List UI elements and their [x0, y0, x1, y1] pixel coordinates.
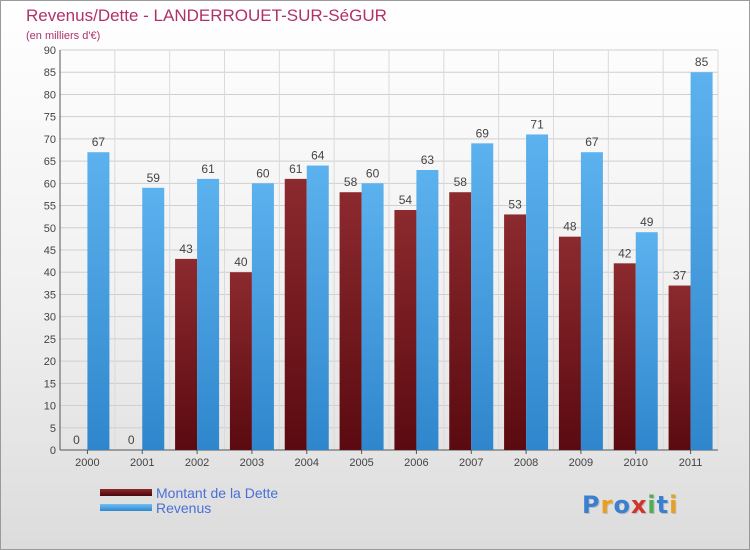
bar-revenus: [361, 183, 384, 451]
y-tick-label: 30: [44, 312, 56, 324]
data-label: 54: [399, 193, 413, 207]
data-label: 0: [73, 433, 80, 447]
bar-revenus: [197, 178, 220, 450]
data-label: 42: [618, 246, 632, 260]
bar-revenus: [471, 143, 494, 451]
y-tick-label: 25: [44, 334, 56, 346]
data-label: 37: [673, 269, 687, 283]
y-tick-label: 45: [44, 245, 56, 257]
x-tick-label: 2006: [404, 457, 428, 469]
bar-revenus: [142, 187, 165, 450]
x-tick-label: 2002: [185, 457, 209, 469]
bar-revenus: [526, 134, 549, 450]
legend-label-revenus: Revenus: [156, 500, 212, 516]
data-label: 58: [454, 175, 468, 189]
bar-dette: [613, 263, 636, 450]
y-tick-label: 5: [50, 423, 56, 435]
data-label: 63: [421, 153, 435, 167]
y-tick-label: 0: [50, 445, 56, 457]
logo-letter: r: [600, 491, 614, 519]
y-tick-label: 55: [44, 201, 56, 213]
y-tick-label: 15: [44, 378, 56, 390]
bar-revenus: [87, 152, 110, 450]
x-tick-label: 2003: [240, 457, 264, 469]
y-tick-label: 70: [44, 134, 56, 146]
data-label: 67: [92, 135, 106, 149]
data-label: 53: [508, 197, 522, 211]
y-tick-label: 50: [44, 223, 56, 235]
y-tick-label: 35: [44, 289, 56, 301]
data-label: 64: [311, 149, 325, 163]
logo-letter: o: [613, 491, 631, 519]
bar-revenus: [306, 165, 329, 451]
logo-letter: P: [582, 491, 601, 519]
bar-dette: [449, 192, 472, 450]
data-label: 49: [640, 215, 654, 229]
chart-subtitle: (en milliers d'€): [26, 30, 101, 42]
bar-revenus: [251, 183, 274, 451]
bar-revenus: [690, 72, 713, 450]
x-tick-label: 2001: [130, 457, 154, 469]
y-tick-label: 10: [44, 401, 56, 413]
x-tick-label: 2005: [349, 457, 373, 469]
y-tick-label: 65: [44, 156, 56, 168]
data-label: 60: [256, 166, 270, 180]
legend-swatch-dette: [100, 489, 152, 496]
data-label: 58: [344, 175, 358, 189]
data-label: 43: [179, 242, 193, 256]
bar-revenus: [416, 170, 439, 450]
data-label: 0: [128, 433, 135, 447]
x-tick-label: 2008: [514, 457, 538, 469]
bar-dette: [229, 272, 252, 450]
bar-dette: [558, 236, 581, 450]
y-tick-label: 20: [44, 356, 56, 368]
chart-title: Revenus/Dette - LANDERROUET-SUR-SéGUR: [26, 6, 387, 25]
bar-dette: [668, 285, 691, 450]
y-tick-label: 40: [44, 267, 56, 279]
proxiti-logo: Proxiti: [582, 491, 678, 519]
logo-letter: t: [656, 491, 670, 519]
legend-label-dette: Montant de la Dette: [156, 485, 279, 501]
legend-swatch-revenus: [100, 504, 152, 511]
data-label: 48: [563, 220, 577, 234]
data-label: 40: [234, 255, 248, 269]
data-label: 61: [289, 162, 303, 176]
data-label: 71: [530, 117, 544, 131]
bar-dette: [504, 214, 527, 450]
data-label: 85: [695, 55, 709, 69]
bar-dette: [175, 258, 198, 450]
logo-letter: x: [630, 491, 648, 519]
logo-letter: i: [669, 491, 679, 519]
x-tick-label: 2000: [75, 457, 99, 469]
data-label: 67: [585, 135, 599, 149]
logo-letter: i: [647, 491, 657, 519]
x-tick-label: 2004: [295, 457, 319, 469]
y-tick-label: 80: [44, 89, 56, 101]
y-tick-label: 75: [44, 112, 56, 124]
x-tick-label: 2011: [679, 457, 703, 469]
bar-dette: [284, 178, 307, 450]
y-tick-label: 60: [44, 178, 56, 190]
x-tick-label: 2010: [624, 457, 648, 469]
data-label: 59: [147, 171, 161, 185]
y-tick-label: 85: [44, 67, 56, 79]
x-tick-label: 2009: [569, 457, 593, 469]
bar-dette: [394, 210, 417, 450]
bar-revenus: [580, 152, 603, 450]
bar-dette: [339, 192, 362, 450]
data-label: 60: [366, 166, 380, 180]
x-tick-label: 2007: [459, 457, 483, 469]
data-label: 61: [201, 162, 215, 176]
data-label: 69: [476, 126, 490, 140]
bar-revenus: [635, 232, 658, 450]
y-tick-label: 90: [44, 45, 56, 57]
